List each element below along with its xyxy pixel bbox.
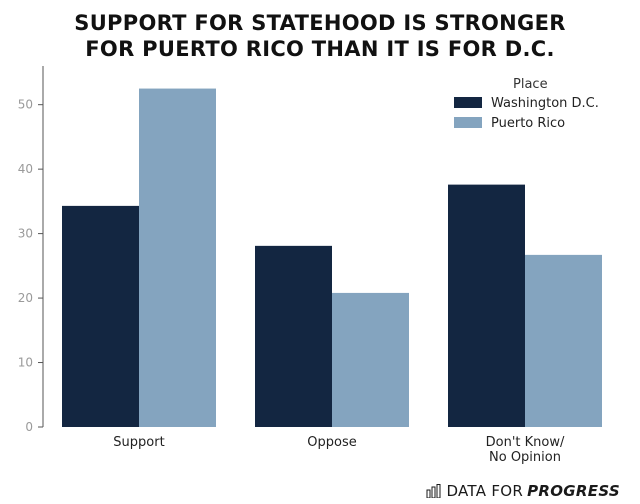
bar-puerto-rico: [525, 254, 602, 427]
legend-label: Washington D.C.: [491, 96, 599, 111]
y-tick-label: 30: [18, 227, 33, 241]
bar-washington-dc: [255, 245, 332, 427]
brand-emphasis: PROGRESS: [527, 482, 620, 500]
legend-swatch: [454, 117, 482, 128]
chart-title-line-2: FOR PUERTO RICO THAN IT IS FOR D.C.: [85, 37, 555, 61]
legend-label: Puerto Rico: [491, 116, 565, 131]
chart-title: SUPPORT FOR STATEHOOD IS STRONGER FOR PU…: [0, 10, 640, 62]
x-category-label: Support: [113, 435, 164, 450]
legend-title: Place: [513, 77, 548, 92]
y-tick-label: 10: [18, 356, 33, 370]
x-category-label: Oppose: [307, 435, 356, 450]
bar-chart-logo-icon: [426, 484, 441, 498]
y-axis: 0 10 20 30 40 50: [18, 66, 44, 434]
bar-washington-dc: [62, 205, 139, 427]
x-category-label: Don't Know/: [486, 435, 565, 450]
y-tick-label: 0: [25, 420, 33, 434]
bar-puerto-rico: [139, 88, 216, 427]
brand-logo: DATA FOR PROGRESS: [426, 482, 620, 500]
legend-swatch: [454, 97, 482, 108]
bar-washington-dc: [448, 184, 525, 427]
y-tick-label: 20: [18, 291, 33, 305]
bars: [62, 88, 602, 427]
x-axis-labels: Support Oppose Don't Know/No Opinion: [113, 435, 565, 465]
y-tick-label: 40: [18, 162, 33, 176]
bar-puerto-rico: [332, 292, 409, 427]
chart-title-line-1: SUPPORT FOR STATEHOOD IS STRONGER: [74, 11, 566, 35]
y-tick-label: 50: [18, 98, 33, 112]
x-category-label: No Opinion: [489, 450, 561, 465]
brand-prefix: DATA FOR: [446, 482, 524, 500]
legend: Place Washington D.C. Puerto Rico: [454, 77, 599, 131]
